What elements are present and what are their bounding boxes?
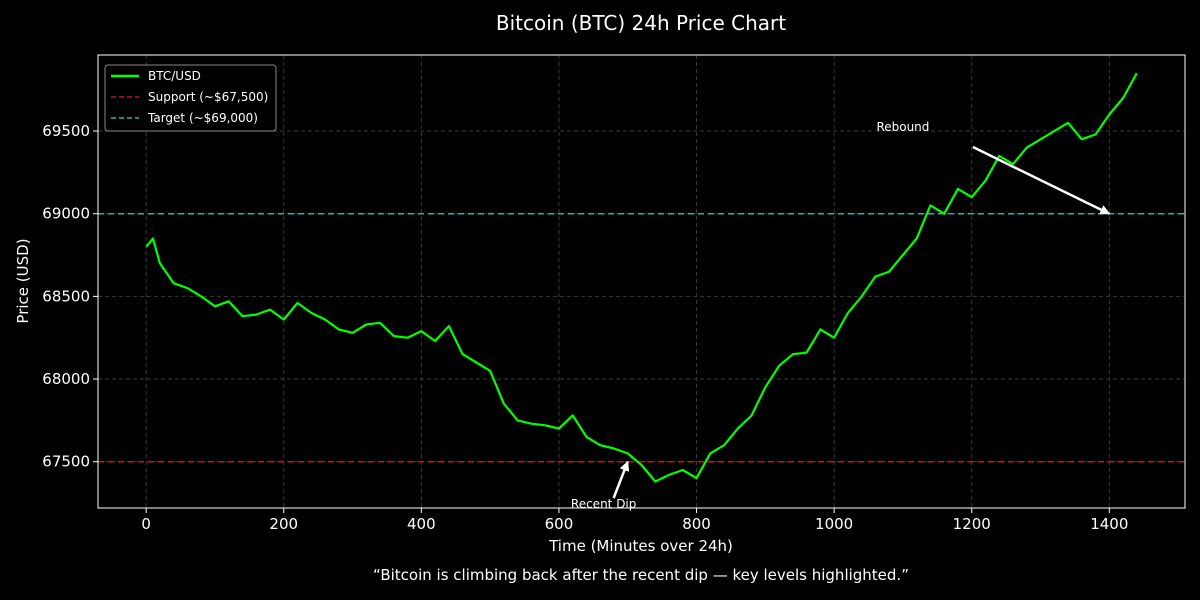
x-tick-label: 200 — [269, 515, 298, 533]
x-tick-label: 400 — [407, 515, 436, 533]
x-axis-ticks: 0 200 400 600 800 1000 1200 1400 — [141, 508, 1128, 533]
reference-lines — [98, 212, 1185, 463]
series-layer — [145, 72, 1138, 483]
y-axis-label: Price (USD) — [14, 238, 32, 323]
x-tick-label: 1200 — [953, 515, 991, 533]
legend-entry-target-label: Target (~$69,000) — [147, 111, 258, 125]
y-tick-label: 67500 — [42, 453, 90, 471]
x-tick-label: 800 — [682, 515, 711, 533]
annotation-arrow — [972, 145, 1111, 215]
legend-entry-support-label: Support (~$67,500) — [148, 90, 268, 104]
legend-entry-btc-label: BTC/USD — [148, 69, 201, 83]
x-tick-label: 0 — [141, 515, 151, 533]
x-tick-label: 600 — [545, 515, 574, 533]
y-tick-label: 68000 — [42, 370, 90, 388]
annotation-label: Rebound — [876, 120, 929, 134]
y-axis-ticks: 67500 68000 68500 69000 69500 — [42, 122, 98, 471]
x-axis-label: Time (Minutes over 24h) — [548, 537, 733, 555]
btc-price-line — [145, 72, 1138, 483]
x-tick-label: 1000 — [815, 515, 853, 533]
legend: BTC/USD Support (~$67,500) Target (~$69,00… — [104, 64, 277, 132]
chart-title: Bitcoin (BTC) 24h Price Chart — [496, 11, 786, 35]
chart-caption: “Bitcoin is climbing back after the rece… — [373, 566, 909, 584]
x-tick-label: 1400 — [1090, 515, 1128, 533]
legend-box — [104, 64, 277, 132]
y-tick-label: 68500 — [42, 287, 90, 305]
annotation-arrow — [612, 460, 630, 499]
y-tick-label: 69500 — [42, 122, 90, 140]
annotation-label: Recent Dip — [571, 497, 636, 511]
annotations: Recent Dip Rebound — [571, 120, 1111, 511]
y-tick-label: 69000 — [42, 205, 90, 223]
plot-frame — [97, 54, 1186, 509]
